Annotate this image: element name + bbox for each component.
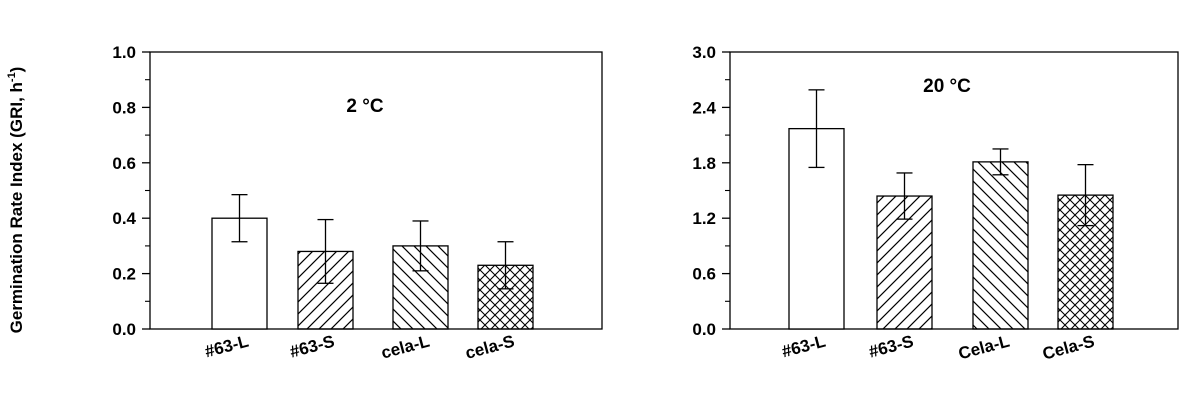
chart-panel-20c: 0.0 0.6 1.2 1.8 2.4 3.0 #63-L #63-S Cela-L Cela-S… — [692, 43, 1179, 364]
x-tick-label: Cela-L — [956, 332, 1011, 364]
y-tick-label: 0.8 — [112, 98, 136, 117]
y-tick-label: 3.0 — [692, 43, 716, 62]
chart-panel-2c: 0.0 0.2 0.4 0.6 0.8 1.0 #63-L #63-S cela-L cela-S… — [112, 43, 603, 363]
y-tick-label: 1.8 — [692, 154, 716, 173]
y-tick-label: 2.4 — [692, 98, 716, 117]
y-tick-label: 1.0 — [112, 43, 136, 62]
x-tick-label: #63-L — [203, 332, 251, 362]
x-tick-label: #63-L — [780, 332, 828, 362]
y-tick-label: 0.6 — [112, 154, 136, 173]
x-tick-label: #63-S — [867, 332, 916, 362]
y-axis-label: Germination Rate Index (GRI, h-1) — [6, 67, 26, 334]
temperature-annotation: 20 °C — [923, 76, 971, 97]
y-tick-label: 1.2 — [692, 209, 716, 228]
y-tick-label: 0.0 — [112, 320, 136, 339]
y-tick-label: 0.2 — [112, 265, 136, 284]
y-tick-label: 0.4 — [112, 209, 136, 228]
temperature-annotation: 2 °C — [346, 96, 383, 117]
x-tick-label: #63-S — [288, 332, 337, 362]
x-tick-label: Cela-S — [1040, 332, 1096, 364]
y-tick-label: 0.6 — [692, 265, 716, 284]
x-tick-label: cela-S — [463, 332, 516, 363]
y-tick-label: 0.0 — [692, 320, 716, 339]
bar — [972, 161, 1029, 330]
x-tick-label: cela-L — [379, 332, 431, 363]
